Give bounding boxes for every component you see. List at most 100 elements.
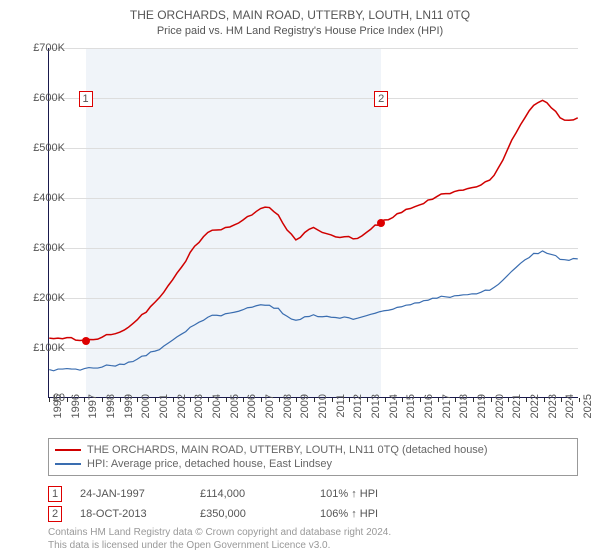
x-axis-label: 2004: [211, 394, 223, 434]
legend-label: HPI: Average price, detached house, East…: [87, 458, 332, 470]
x-axis-label: 2008: [282, 394, 294, 434]
x-tick: [349, 398, 350, 402]
x-tick: [508, 398, 509, 402]
sale-hpi: 106% ↑ HPI: [320, 508, 440, 520]
x-tick: [579, 398, 580, 402]
x-tick: [438, 398, 439, 402]
x-tick: [491, 398, 492, 402]
x-axis-label: 2024: [564, 394, 576, 434]
x-axis-label: 2003: [193, 394, 205, 434]
plot-area: 12: [48, 48, 578, 398]
legend-swatch: [55, 463, 81, 465]
chart-title: THE ORCHARDS, MAIN ROAD, UTTERBY, LOUTH,…: [0, 0, 600, 22]
x-axis-label: 2014: [388, 394, 400, 434]
x-tick: [173, 398, 174, 402]
x-axis-label: 1996: [70, 394, 82, 434]
x-axis-label: 1995: [52, 394, 64, 434]
sale-price: £114,000: [200, 488, 320, 500]
sale-date: 24-JAN-1997: [80, 488, 200, 500]
x-axis-label: 2022: [529, 394, 541, 434]
legend: THE ORCHARDS, MAIN ROAD, UTTERBY, LOUTH,…: [48, 438, 578, 476]
sale-dot: [377, 219, 385, 227]
x-tick: [190, 398, 191, 402]
x-tick: [561, 398, 562, 402]
x-tick: [102, 398, 103, 402]
footer-line1: Contains HM Land Registry data © Crown c…: [48, 526, 391, 539]
legend-item: HPI: Average price, detached house, East…: [55, 457, 571, 471]
sale-hpi: 101% ↑ HPI: [320, 488, 440, 500]
sale-marker-icon: 2: [48, 506, 62, 522]
x-tick: [455, 398, 456, 402]
y-axis-label: £200K: [33, 292, 65, 304]
x-tick: [137, 398, 138, 402]
series-blue: [49, 251, 577, 371]
x-axis-label: 2007: [264, 394, 276, 434]
x-axis-label: 2002: [176, 394, 188, 434]
x-tick: [402, 398, 403, 402]
x-tick: [120, 398, 121, 402]
x-tick: [296, 398, 297, 402]
x-tick: [473, 398, 474, 402]
y-axis-label: £300K: [33, 242, 65, 254]
x-tick: [49, 398, 50, 402]
sale-price: £350,000: [200, 508, 320, 520]
x-axis-label: 2015: [405, 394, 417, 434]
x-axis-label: 2020: [494, 394, 506, 434]
x-axis-label: 2013: [370, 394, 382, 434]
sale-dot: [82, 337, 90, 345]
x-axis-label: 2019: [476, 394, 488, 434]
x-tick: [155, 398, 156, 402]
x-tick: [420, 398, 421, 402]
y-axis-label: £500K: [33, 142, 65, 154]
legend-item: THE ORCHARDS, MAIN ROAD, UTTERBY, LOUTH,…: [55, 443, 571, 457]
x-axis-label: 2001: [158, 394, 170, 434]
line-series: [49, 48, 578, 397]
x-tick: [544, 398, 545, 402]
y-axis-label: £100K: [33, 342, 65, 354]
x-axis-label: 2021: [511, 394, 523, 434]
x-axis-label: 2017: [441, 394, 453, 434]
x-axis-label: 2018: [458, 394, 470, 434]
chart-container: THE ORCHARDS, MAIN ROAD, UTTERBY, LOUTH,…: [0, 0, 600, 560]
x-tick: [208, 398, 209, 402]
x-axis-label: 2023: [547, 394, 559, 434]
sales-table: 1 24-JAN-1997£114,000101% ↑ HPI 2 18-OCT-20…: [48, 484, 440, 524]
x-axis-label: 2011: [335, 394, 347, 434]
sale-row: 2 18-OCT-2013£350,000106% ↑ HPI: [48, 504, 440, 524]
x-axis-label: 2010: [317, 394, 329, 434]
sale-date: 18-OCT-2013: [80, 508, 200, 520]
x-axis-label: 2016: [423, 394, 435, 434]
x-axis-label: 2006: [246, 394, 258, 434]
x-axis-label: 2009: [299, 394, 311, 434]
legend-swatch: [55, 449, 81, 451]
x-tick: [84, 398, 85, 402]
sale-marker-icon: 1: [48, 486, 62, 502]
x-tick: [279, 398, 280, 402]
x-tick: [332, 398, 333, 402]
chart-subtitle: Price paid vs. HM Land Registry's House …: [0, 22, 600, 45]
x-tick: [243, 398, 244, 402]
x-tick: [261, 398, 262, 402]
x-axis-label: 1997: [87, 394, 99, 434]
sale-marker-1: 1: [79, 91, 93, 107]
series-red: [49, 100, 577, 340]
x-axis-label: 2000: [140, 394, 152, 434]
x-tick: [226, 398, 227, 402]
x-tick: [385, 398, 386, 402]
x-axis-label: 1998: [105, 394, 117, 434]
x-tick: [367, 398, 368, 402]
y-axis-label: £700K: [33, 42, 65, 54]
x-axis-label: 2005: [229, 394, 241, 434]
sale-marker-2: 2: [374, 91, 388, 107]
footer-attribution: Contains HM Land Registry data © Crown c…: [48, 526, 391, 552]
footer-line2: This data is licensed under the Open Gov…: [48, 539, 391, 552]
y-axis-label: £600K: [33, 92, 65, 104]
x-axis-label: 2012: [352, 394, 364, 434]
x-axis-label: 1999: [123, 394, 135, 434]
x-tick: [526, 398, 527, 402]
sale-row: 1 24-JAN-1997£114,000101% ↑ HPI: [48, 484, 440, 504]
x-axis-label: 2025: [582, 394, 594, 434]
x-tick: [67, 398, 68, 402]
y-axis-label: £400K: [33, 192, 65, 204]
x-tick: [314, 398, 315, 402]
